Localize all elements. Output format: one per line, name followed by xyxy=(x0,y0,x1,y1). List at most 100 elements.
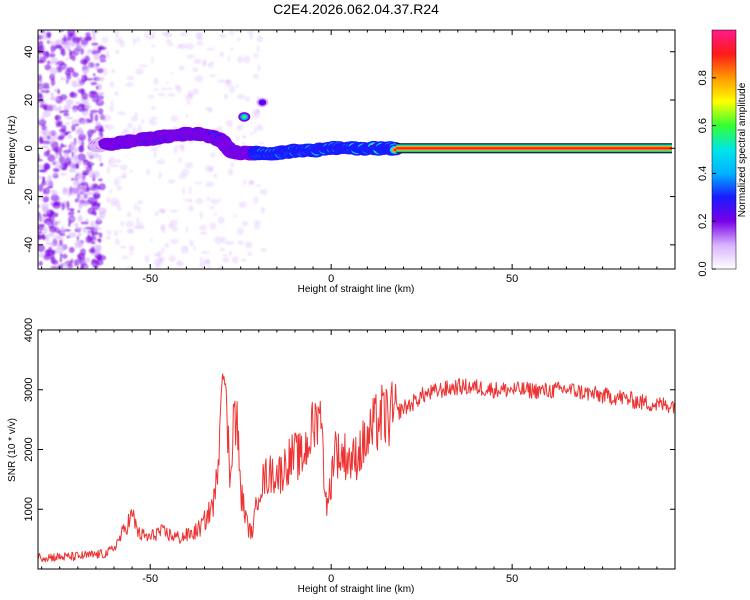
spectrogram-noise-blob xyxy=(224,79,233,82)
spectrogram-noise-blob xyxy=(153,151,157,159)
spectrogram-noise-blob xyxy=(155,262,160,269)
spectrogram-noise-blob xyxy=(46,104,55,111)
spectrogram-noise-blob xyxy=(74,240,82,246)
spectrogram-noise-blob xyxy=(78,105,83,111)
spectrogram-noise-blob xyxy=(231,255,239,264)
spectrogram-noise-blob xyxy=(68,191,76,196)
spectrogram-noise-blob xyxy=(49,67,58,75)
spectrogram-noise-blob xyxy=(219,33,227,39)
spectrogram-noise-blob xyxy=(136,199,144,205)
spectrogram-noise-blob xyxy=(185,42,195,50)
spectrogram-noise-blob xyxy=(101,36,109,44)
spectrogram-noise-blob xyxy=(42,110,51,118)
spectrogram-noise-blob xyxy=(60,143,64,149)
spectrogram-noise-blob xyxy=(209,222,217,231)
spectrogram-noise-blob xyxy=(53,190,58,196)
spectrogram-noise-blob xyxy=(180,144,186,153)
spectrogram-noise-blob xyxy=(110,100,114,107)
spectrogram-frame xyxy=(37,29,676,270)
spectrogram-noise-blob xyxy=(38,184,44,192)
spectrogram-noise-blob xyxy=(77,153,86,162)
spectrogram-noise-blob xyxy=(106,166,111,174)
spectrogram-noise-blob xyxy=(68,168,77,173)
spectrogram-noise-blob xyxy=(83,159,88,163)
spectrogram-noise-blob xyxy=(114,238,120,246)
spectrogram-noise-blob xyxy=(211,60,214,65)
spectrogram-noise-blob xyxy=(184,246,188,250)
spectrogram-noise-blob xyxy=(38,216,41,222)
spectrogram-noise-blob xyxy=(196,40,204,46)
spectrogram-noise-blob xyxy=(52,218,55,223)
spectrogram-noise-blob xyxy=(105,235,111,241)
spectrogram-noise-blob xyxy=(70,209,75,217)
spectrogram-noise-blob xyxy=(48,232,55,237)
spectrogram-noise-blob xyxy=(73,180,80,187)
spectrogram-noise-blob xyxy=(47,175,53,182)
spectrogram-noise-blob xyxy=(125,220,134,228)
spectrogram-noise-blob xyxy=(72,72,79,78)
spectrogram-noise-blob xyxy=(129,252,134,256)
spectrogram-noise-blob xyxy=(213,173,218,179)
spectrogram-noise-blob xyxy=(206,196,211,202)
spectrogram-noise-blob xyxy=(134,111,138,119)
spectrogram-noise-blob xyxy=(95,85,99,90)
spectrogram-noise-blob xyxy=(153,78,159,85)
spectrogram-noise-blob xyxy=(169,219,178,227)
spectrogram-noise-blob xyxy=(89,112,94,118)
spectrogram-noise-blob xyxy=(60,173,67,176)
spectrogram-noise-blob xyxy=(186,101,191,105)
spectrogram-noise-blob xyxy=(93,52,100,61)
spectrogram-noise-blob xyxy=(119,40,125,48)
spectrogram-noise-blob xyxy=(77,77,81,83)
spectrogram-x-axis-label: Height of straight line (km) xyxy=(298,284,415,295)
spectrogram-noise-blob xyxy=(62,187,68,195)
spectrogram-noise-blob xyxy=(207,263,211,269)
spectrogram-noise-blob xyxy=(38,231,43,234)
spectrogram-noise-blob xyxy=(50,200,53,206)
spectrogram-noise-blob xyxy=(144,31,148,38)
spectrogram-noise-blob xyxy=(75,101,81,105)
spectrogram-noise-blob xyxy=(247,30,255,35)
spectrogram-spot xyxy=(242,115,247,119)
spectrogram-noise-blob xyxy=(220,236,227,243)
spectrogram-noise-blob xyxy=(41,116,45,120)
spectrogram-noise-blob xyxy=(50,141,59,149)
spectrogram-noise-blob xyxy=(98,154,102,163)
spectrogram-noise-blob xyxy=(245,241,253,249)
spectrogram-noise-blob xyxy=(158,258,165,263)
spectrogram-noise-blob xyxy=(150,106,156,110)
spectrogram-noise-blob xyxy=(125,82,134,87)
colorbar: 0.0 0.2 0.4 0.6 0.8 Normalized spectral ampl… xyxy=(697,29,748,277)
spectrogram-noise-blob xyxy=(105,50,110,57)
spectrogram-noise-blob xyxy=(80,39,89,46)
spectrogram-noise-blob xyxy=(174,84,180,91)
spectrogram-noise-blob xyxy=(59,257,63,263)
spectrogram-noise-blob xyxy=(169,209,179,213)
spectrogram-noise-blob xyxy=(57,89,60,95)
spectrogram-noise-blob xyxy=(83,105,92,109)
spectrogram-noise-blob xyxy=(99,162,104,167)
spectrogram-noise-blob xyxy=(68,246,75,254)
spectrogram-noise-blob xyxy=(38,244,45,253)
spectrogram-noise-blob xyxy=(90,246,95,254)
spectrogram-noise-blob xyxy=(187,93,195,98)
spectrogram-noise-blob xyxy=(236,38,241,42)
snr-series-line xyxy=(38,373,675,563)
spectrogram-noise-blob xyxy=(65,57,69,61)
spectrogram-noise-blob xyxy=(96,95,104,100)
spectrogram-noise-blob xyxy=(54,152,60,159)
spectrogram-noise-blob xyxy=(120,221,125,227)
spectrogram-noise-blob xyxy=(38,40,44,44)
spectrogram-noise-blob xyxy=(50,92,53,96)
spectrogram-noise-blob xyxy=(137,206,141,214)
chart-title: C2E4.2026.062.04.37.R24 xyxy=(273,1,439,17)
spectrogram-noise-blob xyxy=(114,91,119,96)
spectrogram-noise-blob xyxy=(63,35,67,43)
spectrogram-noise-blob xyxy=(144,254,150,263)
spectrogram-noise-blob xyxy=(42,82,50,88)
spectrogram-noise-blob xyxy=(98,183,106,191)
spectrogram-noise-blob xyxy=(136,217,140,225)
spectrogram-noise-blob xyxy=(158,172,163,179)
spectrogram-noise-blob xyxy=(97,76,105,82)
spectrogram-noise-blob xyxy=(150,238,153,242)
